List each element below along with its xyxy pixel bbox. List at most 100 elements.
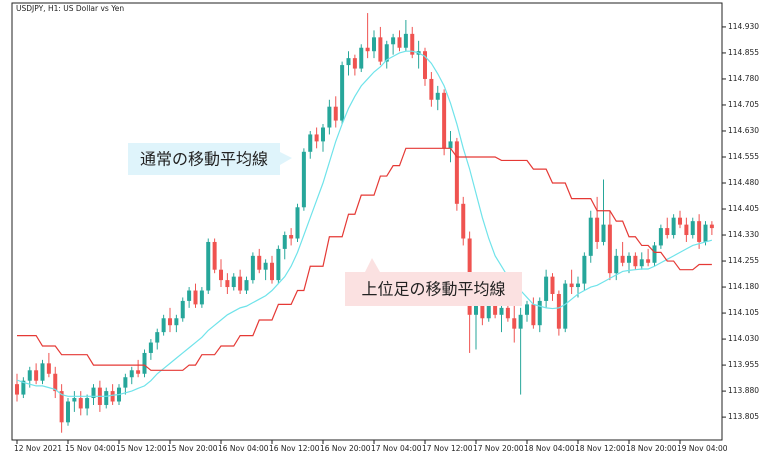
x-tick-label: 17 Nov 04:00 bbox=[371, 444, 422, 453]
candle-body bbox=[250, 255, 255, 281]
candle-body bbox=[301, 151, 306, 208]
callout-pointer bbox=[280, 152, 292, 165]
candle-body bbox=[525, 304, 529, 315]
candle-body bbox=[231, 276, 236, 288]
candle-body bbox=[212, 241, 217, 270]
y-tick-label: 114.105 bbox=[728, 308, 759, 317]
chart-title: USDJPY, H1: US Dollar vs Yen bbox=[16, 4, 124, 13]
candle-body bbox=[110, 391, 115, 402]
candle-body bbox=[576, 283, 580, 288]
candle-body bbox=[512, 318, 517, 329]
candle-body bbox=[461, 203, 466, 239]
candle-body bbox=[34, 370, 39, 381]
x-tick-label: 15 Nov 04:00 bbox=[65, 444, 116, 453]
x-tick-label: 12 Nov 2021 bbox=[14, 444, 62, 453]
candle-body bbox=[556, 293, 561, 329]
candle-body bbox=[614, 255, 619, 274]
y-tick-label: 114.930 bbox=[728, 22, 759, 31]
callout-box bbox=[345, 272, 522, 306]
x-tick-label: 18 Nov 04:00 bbox=[524, 444, 575, 453]
candle-body bbox=[480, 304, 485, 319]
candle-body bbox=[225, 280, 230, 288]
candle-body bbox=[295, 207, 300, 239]
candle-body bbox=[148, 342, 153, 353]
candle-body bbox=[505, 307, 510, 319]
y-tick-label: 114.555 bbox=[728, 152, 759, 161]
candle-body bbox=[15, 384, 19, 395]
candle-body bbox=[531, 304, 536, 326]
candle-body bbox=[703, 224, 708, 242]
candle-body bbox=[690, 221, 695, 236]
candle-body bbox=[244, 280, 249, 291]
y-tick-label: 114.180 bbox=[728, 282, 759, 291]
y-tick-label: 114.855 bbox=[728, 48, 759, 57]
x-tick-label: 17 Nov 20:00 bbox=[473, 444, 524, 453]
candle-body bbox=[665, 228, 670, 236]
candle-body bbox=[289, 235, 294, 239]
moving-average-line bbox=[17, 147, 712, 371]
candle-body bbox=[161, 318, 166, 333]
candle-body bbox=[72, 398, 77, 402]
candle-body bbox=[518, 314, 523, 329]
moving-average-line bbox=[16, 50, 713, 397]
callout-text: 通常の移動平均線 bbox=[140, 150, 268, 169]
x-tick-label: 16 Nov 20:00 bbox=[320, 444, 371, 453]
candle-body bbox=[544, 276, 549, 301]
candle-body bbox=[123, 377, 128, 388]
candle-body bbox=[442, 92, 447, 149]
x-tick-label: 17 Nov 12:00 bbox=[422, 444, 473, 453]
candle-body bbox=[384, 44, 389, 62]
candle-body bbox=[429, 78, 434, 100]
candle-body bbox=[168, 318, 172, 326]
candle-body bbox=[219, 269, 223, 281]
candle-body bbox=[652, 245, 657, 263]
candle-body bbox=[410, 33, 415, 55]
candle-body bbox=[435, 92, 440, 100]
candle-body bbox=[486, 304, 491, 319]
candle-body bbox=[537, 300, 542, 326]
x-tick-label: 16 Nov 12:00 bbox=[269, 444, 320, 453]
candle-body bbox=[448, 141, 453, 149]
candle-body bbox=[136, 370, 141, 374]
candle-body bbox=[639, 259, 644, 267]
candle-body bbox=[601, 224, 606, 242]
candle-body bbox=[174, 318, 179, 326]
y-tick-label: 113.805 bbox=[728, 412, 759, 421]
candle-body bbox=[155, 332, 160, 343]
candle-body bbox=[257, 255, 262, 270]
candle-body bbox=[563, 283, 568, 329]
candle-body bbox=[678, 217, 682, 225]
candle-body bbox=[346, 58, 351, 66]
y-tick-label: 114.780 bbox=[728, 74, 759, 83]
candle-body bbox=[85, 398, 90, 409]
candle-body bbox=[620, 255, 625, 263]
candle-body bbox=[499, 307, 504, 315]
candle-body bbox=[193, 290, 198, 305]
candle-body bbox=[187, 290, 192, 301]
candle-body bbox=[238, 276, 243, 291]
candle-body bbox=[403, 33, 408, 48]
candle-body bbox=[391, 37, 396, 45]
candle-body bbox=[595, 217, 600, 242]
candle-body bbox=[333, 106, 338, 121]
candle-body bbox=[129, 370, 134, 378]
candle-body bbox=[27, 370, 32, 381]
candle-body bbox=[454, 141, 459, 204]
x-tick-label: 18 Nov 12:00 bbox=[575, 444, 626, 453]
x-tick-label: 18 Nov 20:00 bbox=[626, 444, 677, 453]
candle-body bbox=[697, 221, 702, 242]
candle-body bbox=[493, 304, 498, 315]
candle-body bbox=[633, 255, 638, 267]
candle-body bbox=[40, 363, 45, 381]
y-tick-label: 113.880 bbox=[728, 386, 759, 395]
candle-body bbox=[104, 391, 109, 405]
candle-body bbox=[359, 47, 364, 69]
candle-body bbox=[78, 398, 83, 409]
candle-body bbox=[550, 276, 555, 294]
candle-body bbox=[59, 391, 64, 423]
y-tick-label: 114.330 bbox=[728, 230, 759, 239]
x-tick-label: 16 Nov 04:00 bbox=[218, 444, 269, 453]
candle-body bbox=[582, 255, 587, 284]
candle-body bbox=[327, 106, 332, 128]
